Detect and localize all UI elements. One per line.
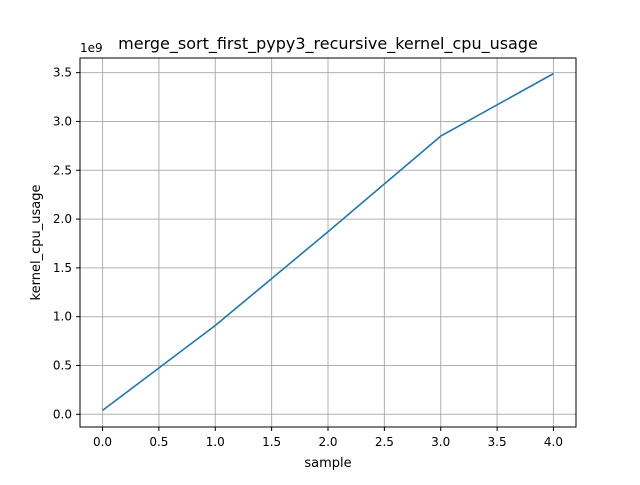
y-tick-label: 2.0 xyxy=(53,212,72,226)
y-tick-label: 1.0 xyxy=(53,310,72,324)
x-axis-label: sample xyxy=(304,456,351,471)
x-tick-label: 3.5 xyxy=(488,435,507,449)
x-tick-label: 0.5 xyxy=(149,435,168,449)
x-tick-label: 1.5 xyxy=(262,435,281,449)
x-tick-label: 2.5 xyxy=(375,435,394,449)
x-tick-label: 4.0 xyxy=(544,435,563,449)
y-tick-label: 0.5 xyxy=(53,359,72,373)
y-tick-label: 3.5 xyxy=(53,66,72,80)
series-line xyxy=(102,72,554,412)
y-axis-offset-label: 1e9 xyxy=(80,41,103,55)
x-tick-label: 0.0 xyxy=(93,435,112,449)
axis-ticks: 0.0 0.5 1.0 1.5 2.0 2.5 3.0 3.5 4.0 0.0 0.5 1.0 1.5 2… xyxy=(53,66,563,449)
x-tick-label: 2.0 xyxy=(318,435,337,449)
y-tick-label: 0.0 xyxy=(53,407,72,421)
y-tick-label: 3.0 xyxy=(53,114,72,128)
y-axis-label: kernel_cpu_usage xyxy=(29,185,44,301)
series-lines xyxy=(102,72,554,412)
y-tick-label: 1.5 xyxy=(53,261,72,275)
x-tick-label: 3.0 xyxy=(431,435,450,449)
y-tick-label: 2.5 xyxy=(53,163,72,177)
chart-title: merge_sort_first_pypy3_recursive_kernel_… xyxy=(118,34,538,54)
x-tick-label: 1.0 xyxy=(206,435,225,449)
